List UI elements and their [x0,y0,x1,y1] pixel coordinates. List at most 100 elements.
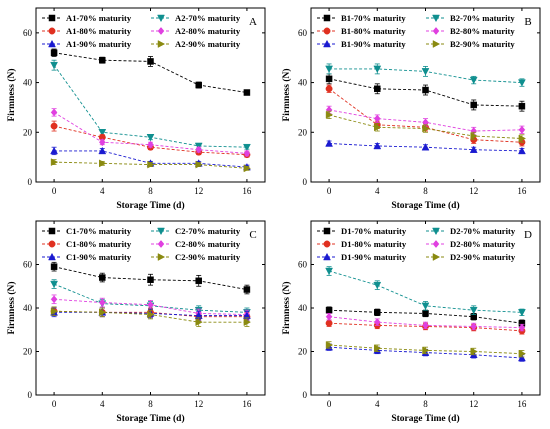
y-tick-label: 60 [298,28,308,38]
data-point [50,122,58,130]
legend-label: B1-70% maturity [341,13,406,23]
legend-marker [323,39,331,48]
data-point [50,295,58,304]
series-0 [50,261,251,295]
data-point [422,321,429,330]
data-point [99,274,106,281]
series-4 [325,139,526,155]
legend-marker [432,40,441,48]
data-point [50,263,58,270]
data-point [518,79,526,87]
legend-entry: D1-90% maturity [317,252,407,262]
legend-label: C1-70% maturity [66,226,132,236]
data-point [50,49,58,56]
x-tick-label: 8 [148,399,153,409]
legend-entry: D1-70% maturity [317,226,407,236]
legend-label: D1-80% maturity [341,239,407,249]
data-point [374,309,381,316]
series-1 [325,266,526,317]
x-axis-title: Storage Time (d) [116,413,184,424]
legend-entry: A1-90% maturity [42,39,132,49]
data-point [421,143,430,151]
legend-label: C2-70% maturity [175,226,241,236]
y-tick-label: 0 [28,390,33,400]
chart-panel-d: 0 4 8 12 16 0 20 40 60 Storage Time (d) Firmness (… [281,220,541,424]
y-tick-label: 20 [23,347,33,357]
legend-label: B2-80% maturity [450,26,515,36]
data-point [50,280,58,289]
x-tick-label: 16 [517,399,527,409]
x-tick-label: 0 [327,186,332,196]
legend-marker [323,240,331,248]
legend-marker [157,240,165,248]
data-point [147,310,155,319]
legend-label: C1-90% maturity [66,252,132,262]
data-point [374,344,382,353]
legend-entry: B2-70% maturity [426,13,515,23]
series-3 [50,108,251,158]
legend-label: C2-80% maturity [175,239,241,249]
legend-label: A1-70% maturity [66,13,132,23]
legend-label: A2-70% maturity [175,13,241,23]
data-point [50,158,59,167]
data-point [325,319,333,327]
x-tick-label: 16 [242,399,252,409]
x-axis-title: Storage Time (d) [391,413,459,424]
y-tick-label: 40 [298,303,308,313]
data-point [98,298,106,307]
legend-label: A1-90% maturity [66,39,132,49]
y-axis-title: Firmness (N) [281,68,292,121]
legend-marker [157,40,166,48]
series-0 [325,73,526,112]
series-5 [325,110,527,143]
series-line [53,125,247,156]
y-tick-label: 0 [303,177,308,187]
x-axis-title: Storage Time (d) [116,200,184,211]
data-point [373,141,382,150]
data-point [195,318,203,327]
legend-label: B1-80% maturity [341,26,406,36]
legend-entry: C2-70% maturity [151,226,241,236]
legend-label: B2-90% maturity [450,39,515,49]
legend-marker [48,27,56,35]
legend-marker [157,227,165,236]
data-point [518,125,526,134]
legend-label: D2-70% maturity [450,226,516,236]
legend-entry: D2-80% maturity [426,239,516,249]
x-tick-label: 8 [423,399,428,409]
data-point [325,341,334,349]
y-axis-title: Firmness (N) [6,281,17,334]
data-point [195,81,202,89]
y-tick-label: 0 [303,390,308,400]
series-line [328,114,522,139]
data-point [50,61,58,70]
series-1 [50,59,251,152]
data-point [518,349,527,358]
data-point [98,146,107,155]
x-tick-label: 8 [423,186,428,196]
data-point [422,346,430,355]
series-line [328,88,522,143]
data-point [373,281,382,290]
legend-entry: B1-70% maturity [317,13,406,23]
data-point [518,134,527,143]
legend-marker [323,252,331,261]
data-point [373,318,381,327]
legend-entry: C1-90% maturity [42,252,132,262]
legend-entry: B1-80% maturity [317,26,406,36]
data-point [147,160,155,169]
legend-entry: C1-70% maturity [42,226,132,236]
legend-label: A1-80% maturity [66,26,132,36]
data-point [469,145,478,153]
legend-marker [48,252,56,261]
legend-marker [323,14,331,22]
legend-marker [432,27,440,35]
data-point [146,134,155,142]
data-point [421,302,430,310]
series-0 [50,48,251,96]
y-axis-title: Firmness (N) [6,68,17,121]
y-tick-label: 20 [23,127,33,137]
legend-entry: C2-90% maturity [151,252,241,262]
legend-marker [323,27,331,35]
x-tick-label: 12 [194,399,203,409]
